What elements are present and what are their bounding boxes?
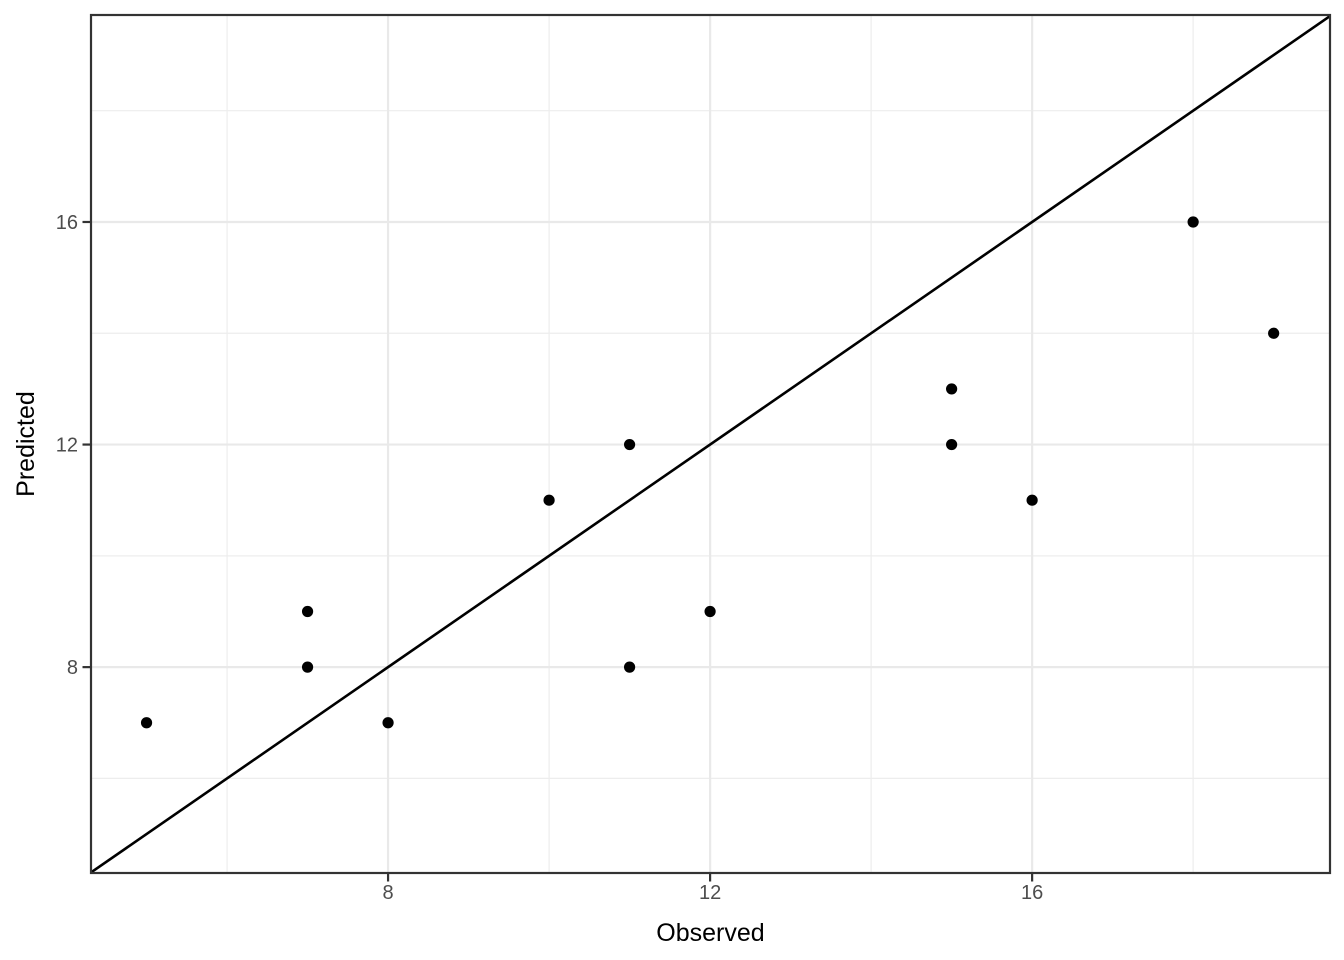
data-point bbox=[1187, 216, 1199, 228]
data-point bbox=[704, 605, 716, 618]
data-point bbox=[1268, 327, 1280, 339]
y-tick-label: 8 bbox=[67, 657, 78, 679]
data-points bbox=[140, 216, 1280, 729]
data-point bbox=[301, 605, 314, 618]
data-point bbox=[301, 661, 314, 673]
x-axis-title: Observed bbox=[656, 919, 764, 947]
y-axis-title: Predicted bbox=[12, 391, 40, 497]
x-tick-label: 8 bbox=[383, 882, 394, 904]
x-tick-label: 16 bbox=[1021, 882, 1043, 904]
identity-line bbox=[90, 15, 1331, 874]
y-tick-label: 12 bbox=[56, 435, 78, 457]
y-tick-label: 16 bbox=[56, 212, 78, 234]
data-point bbox=[382, 717, 394, 729]
identity-line-segment bbox=[90, 15, 1331, 874]
y-axis-ticks: 8 12 16 bbox=[56, 212, 91, 679]
data-point bbox=[623, 661, 636, 673]
x-axis-ticks: 8 12 16 bbox=[383, 873, 1043, 904]
data-point bbox=[946, 438, 958, 451]
data-point bbox=[623, 438, 636, 451]
data-point bbox=[1026, 494, 1038, 506]
data-point bbox=[543, 494, 555, 506]
data-point bbox=[140, 717, 153, 729]
data-point bbox=[946, 383, 958, 395]
x-tick-label: 12 bbox=[699, 882, 721, 904]
